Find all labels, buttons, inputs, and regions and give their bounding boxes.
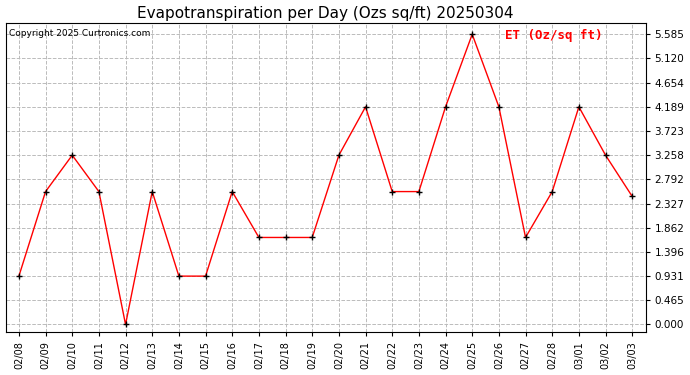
Text: Copyright 2025 Curtronics.com: Copyright 2025 Curtronics.com	[9, 29, 150, 38]
Text: ET (Oz/sq ft): ET (Oz/sq ft)	[505, 29, 602, 42]
Title: Evapotranspiration per Day (Ozs sq/ft) 20250304: Evapotranspiration per Day (Ozs sq/ft) 2…	[137, 6, 514, 21]
